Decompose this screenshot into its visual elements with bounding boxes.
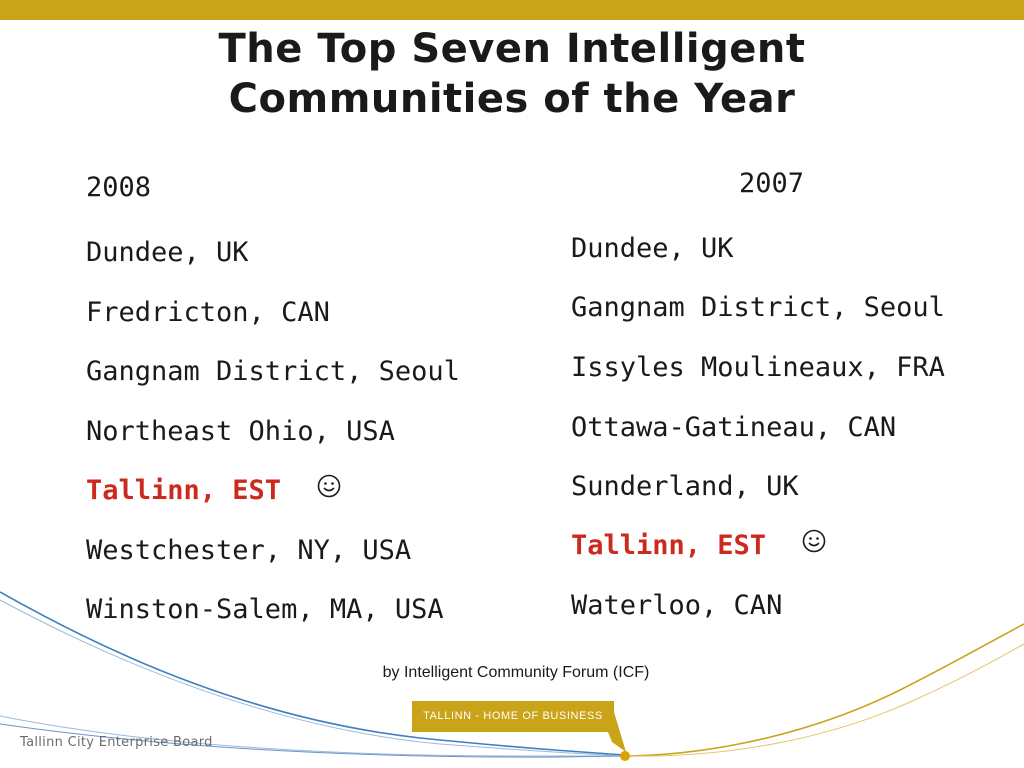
title-line-2: Communities of the Year	[228, 76, 796, 122]
list-item-2008: Winston-Salem, MA, USA	[86, 594, 444, 625]
list-item-2008: Gangnam District, Seoul	[86, 356, 460, 387]
top-accent-bar	[0, 0, 1024, 20]
title-line-1: The Top Seven Intelligent	[218, 26, 806, 72]
list-item-2007: Ottawa-Gatineau, CAN	[571, 412, 897, 443]
list-item-2007: Waterloo, CAN	[571, 590, 783, 621]
list-item-2007: Dundee, UK	[571, 233, 734, 264]
smiley-face-icon	[802, 529, 826, 560]
highlight-label: Tallinn, EST	[571, 530, 767, 561]
list-item-2008: Westchester, NY, USA	[86, 535, 412, 566]
column-heading-2007: 2007	[739, 168, 805, 199]
tagline-badge: TALLINN - HOME OF BUSINESS	[412, 701, 614, 732]
list-item-2007: Sunderland, UK	[571, 471, 799, 502]
list-item-2008: Fredricton, CAN	[86, 297, 330, 328]
organization-name: Tallinn City Enterprise Board	[20, 735, 213, 750]
list-item-2008: Dundee, UK	[86, 237, 249, 268]
list-item-2007-highlight: Tallinn, EST	[571, 529, 826, 561]
highlight-label: Tallinn, EST	[86, 475, 282, 506]
list-item-2008: Northeast Ohio, USA	[86, 416, 395, 447]
column-heading-2008: 2008	[86, 172, 152, 203]
source-credit: by Intelligent Community Forum (ICF)	[382, 664, 650, 681]
slide-title: The Top Seven Intelligent Communities of…	[0, 24, 1024, 124]
footer-swoosh-lines	[0, 591, 1024, 761]
list-item-2008-highlight: Tallinn, EST	[86, 474, 341, 506]
list-item-2007: Gangnam District, Seoul	[571, 292, 945, 323]
smiley-face-icon	[317, 474, 341, 505]
list-item-2007: Issyles Moulineaux, FRA	[571, 352, 945, 383]
